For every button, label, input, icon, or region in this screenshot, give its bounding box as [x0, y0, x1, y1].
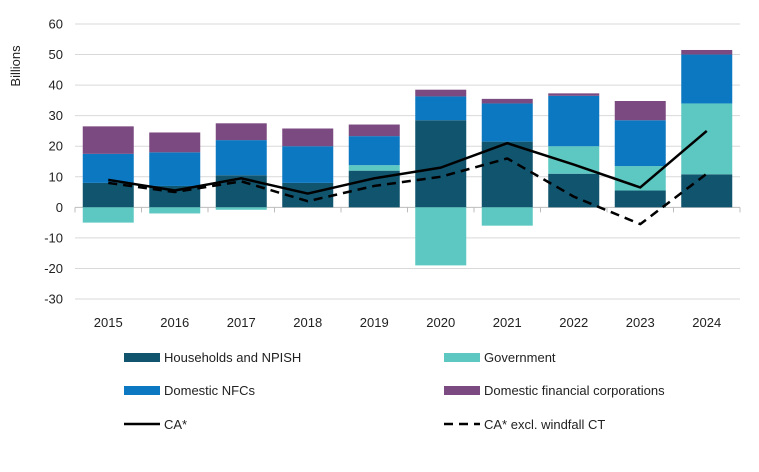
bar-segment	[415, 89, 467, 97]
legend-swatch	[124, 386, 160, 395]
series-line	[108, 129, 708, 195]
y-tick-label: -10	[44, 230, 63, 245]
bar-segment	[681, 103, 733, 175]
bar-segment	[415, 96, 467, 121]
bar-segment	[282, 128, 334, 147]
legend-label: CA* excl. windfall CT	[484, 417, 605, 432]
bar-segment	[681, 49, 733, 55]
legend-label: Domestic NFCs	[164, 383, 256, 398]
legend-item: CA* excl. windfall CT	[444, 417, 605, 432]
bar-segment	[82, 207, 134, 223]
bar-segment	[215, 207, 267, 210]
legend-label: Households and NPISH	[164, 350, 301, 365]
x-tick-label: 2016	[160, 315, 189, 330]
x-tick-label: 2021	[493, 315, 522, 330]
y-axis-label: Billions	[8, 45, 23, 87]
bar-segment	[215, 140, 267, 176]
x-tick-label: 2019	[360, 315, 389, 330]
legend-item: Government	[444, 350, 556, 365]
y-tick-label: 40	[49, 78, 63, 93]
bar-segment	[149, 185, 201, 208]
y-tick-label: 10	[49, 169, 63, 184]
x-tick-label: 2015	[94, 315, 123, 330]
bar-segment	[481, 98, 533, 104]
x-tick-label: 2024	[692, 315, 721, 330]
y-tick-label: 60	[49, 17, 63, 32]
bar-segment	[614, 101, 666, 121]
legend-label: CA*	[164, 417, 187, 432]
bar-segment	[149, 207, 201, 214]
bar-segment	[481, 103, 533, 142]
bar-segment	[415, 120, 467, 208]
y-tick-label: 50	[49, 47, 63, 62]
bar-segment	[82, 126, 134, 154]
x-tick-label: 2022	[559, 315, 588, 330]
bar-segment	[481, 141, 533, 208]
bar-segment	[149, 152, 201, 186]
y-tick-label: -20	[44, 261, 63, 276]
y-tick-label: 30	[49, 108, 63, 123]
y-tick-label: 20	[49, 139, 63, 154]
bar-segment	[215, 175, 267, 208]
bar-segment	[215, 123, 267, 141]
legend-label: Government	[484, 350, 556, 365]
bar-segment	[481, 207, 533, 226]
x-tick-label: 2020	[426, 315, 455, 330]
x-tick-label: 2017	[227, 315, 256, 330]
legend-item: Domestic NFCs	[124, 383, 256, 398]
bar-segment	[548, 95, 600, 147]
x-tick-label: 2023	[626, 315, 655, 330]
y-tick-label: 0	[56, 200, 63, 215]
bar-segment	[82, 153, 134, 183]
legend: Households and NPISH Government Domestic N…	[124, 350, 665, 432]
bar-segment	[82, 182, 134, 208]
bar-segment	[614, 190, 666, 208]
bar-segment	[149, 132, 201, 153]
legend-item: CA*	[124, 417, 187, 432]
series-line	[108, 157, 708, 226]
y-tick-label: -30	[44, 292, 63, 307]
legend-item: Households and NPISH	[124, 350, 301, 365]
y-axis: -30 -20 -10 0 10 20 30 40 50 60	[44, 17, 63, 307]
bar-segment	[348, 136, 400, 166]
bar-segment	[681, 54, 733, 104]
bar-segment	[548, 93, 600, 96]
lines	[108, 129, 708, 226]
legend-swatch	[444, 353, 480, 362]
bar-segment	[548, 173, 600, 208]
bar-segment	[348, 165, 400, 171]
x-tick-label: 2018	[293, 315, 322, 330]
bar-segment	[348, 124, 400, 137]
legend-label: Domestic financial corporations	[484, 383, 665, 398]
legend-item: Domestic financial corporations	[444, 383, 665, 398]
x-axis: 2015 2016 2017 2018 2019 2020 2021 2022 2023 2024	[94, 315, 721, 330]
bar-segment	[282, 146, 334, 183]
bars	[82, 49, 733, 266]
legend-swatch	[444, 386, 480, 395]
legend-swatch	[124, 353, 160, 362]
bar-segment	[614, 120, 666, 167]
bar-segment	[681, 174, 733, 208]
bar-segment	[415, 207, 467, 266]
